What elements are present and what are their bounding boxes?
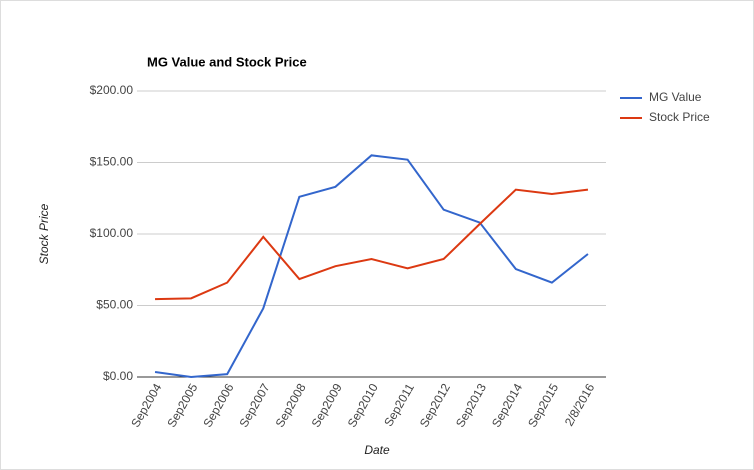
y-tick-label: $0.00 [103,369,133,383]
series-line [155,188,589,301]
legend-label: MG Value [649,90,702,104]
y-axis-title: Stock Price [37,203,51,264]
legend-label: Stock Price [649,110,710,124]
chart-title: MG Value and Stock Price [147,54,307,69]
y-tick-label: $200.00 [90,83,134,97]
y-tick-label: $50.00 [96,298,133,312]
y-tick-label: $100.00 [90,226,134,240]
y-tick-label: $150.00 [90,155,134,169]
x-axis-title: Date [364,443,390,457]
series-line [154,154,589,379]
